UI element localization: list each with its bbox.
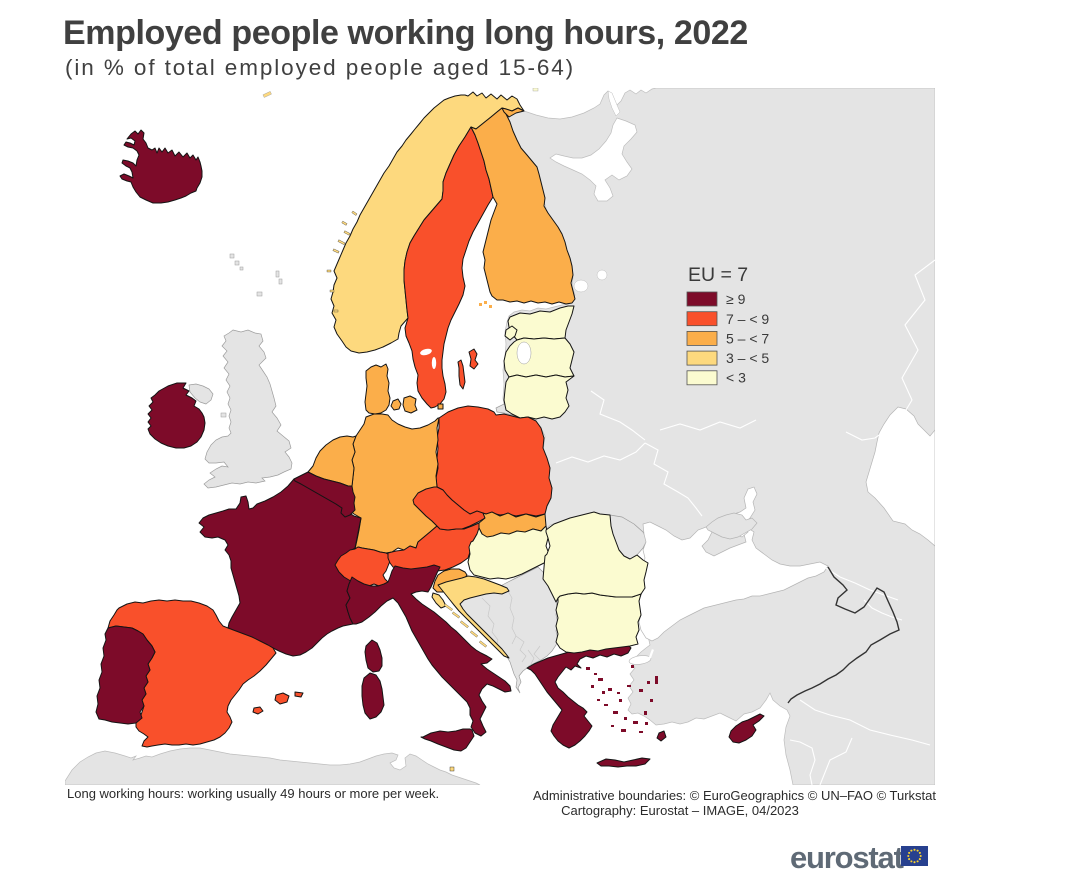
svg-text:< 3: < 3 [726, 370, 746, 386]
svg-text:≥ 9: ≥ 9 [726, 291, 746, 307]
svg-text:7 – < 9: 7 – < 9 [726, 311, 769, 327]
svg-text:EU = 7: EU = 7 [688, 264, 748, 286]
svg-text:5 – < 7: 5 – < 7 [726, 331, 769, 347]
svg-text:3 – < 5: 3 – < 5 [726, 350, 769, 366]
